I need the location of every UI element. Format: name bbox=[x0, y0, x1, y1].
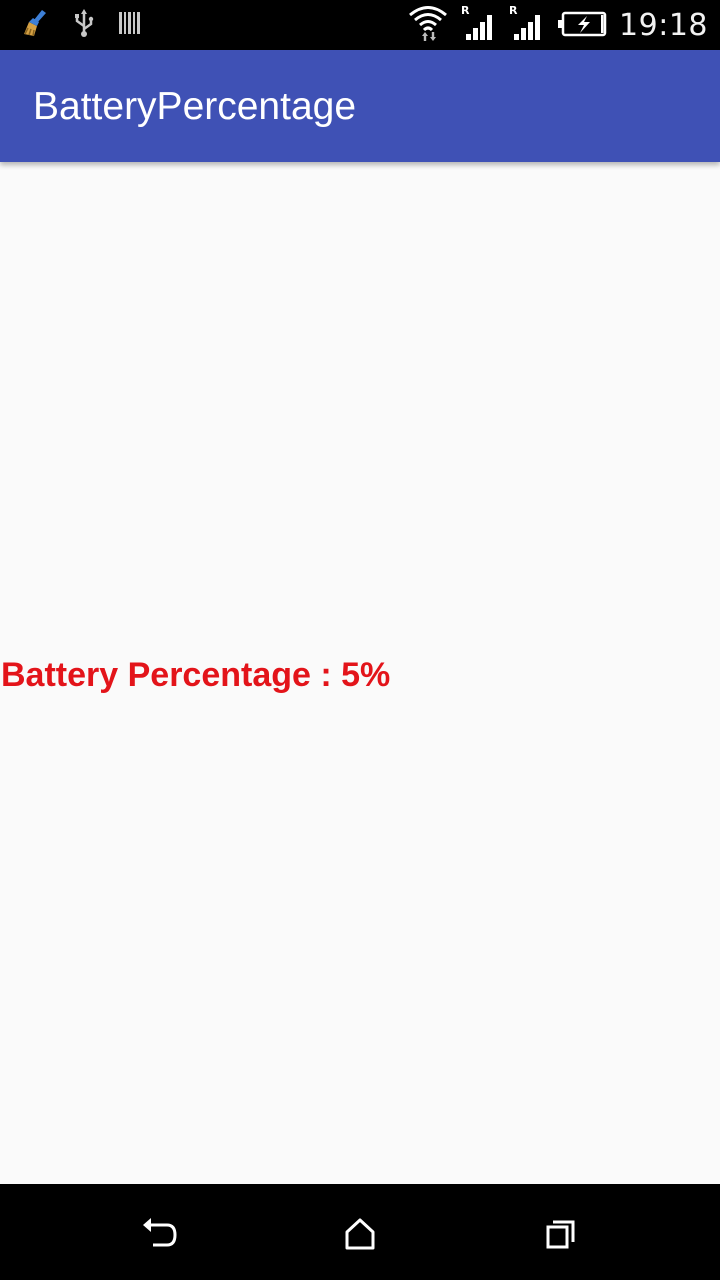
home-icon bbox=[345, 1218, 375, 1250]
roaming-label: R bbox=[461, 4, 470, 17]
wifi-icon bbox=[407, 3, 449, 48]
recents-icon bbox=[546, 1220, 575, 1249]
barcode-icon bbox=[118, 9, 142, 42]
notification-icons bbox=[20, 8, 142, 43]
app-title: BatteryPercentage bbox=[33, 85, 357, 128]
signal-icon: R bbox=[461, 4, 497, 42]
system-icons: R R 19:18 bbox=[407, 4, 708, 46]
back-icon bbox=[143, 1218, 177, 1247]
navigation-bar bbox=[0, 1184, 720, 1280]
battery-charging-icon bbox=[557, 8, 607, 43]
signal-icon: R bbox=[509, 4, 545, 42]
home-button[interactable] bbox=[336, 1210, 384, 1258]
recents-button[interactable] bbox=[536, 1210, 584, 1258]
status-bar: R R 19:18 bbox=[0, 0, 720, 50]
broom-icon bbox=[20, 8, 50, 43]
status-time: 19:18 bbox=[619, 7, 708, 43]
roaming-label: R bbox=[509, 4, 518, 17]
app-bar: BatteryPercentage bbox=[0, 50, 720, 162]
back-button[interactable] bbox=[135, 1210, 183, 1258]
usb-icon bbox=[72, 8, 96, 43]
battery-percentage-text: Battery Percentage : 5% bbox=[1, 656, 391, 694]
